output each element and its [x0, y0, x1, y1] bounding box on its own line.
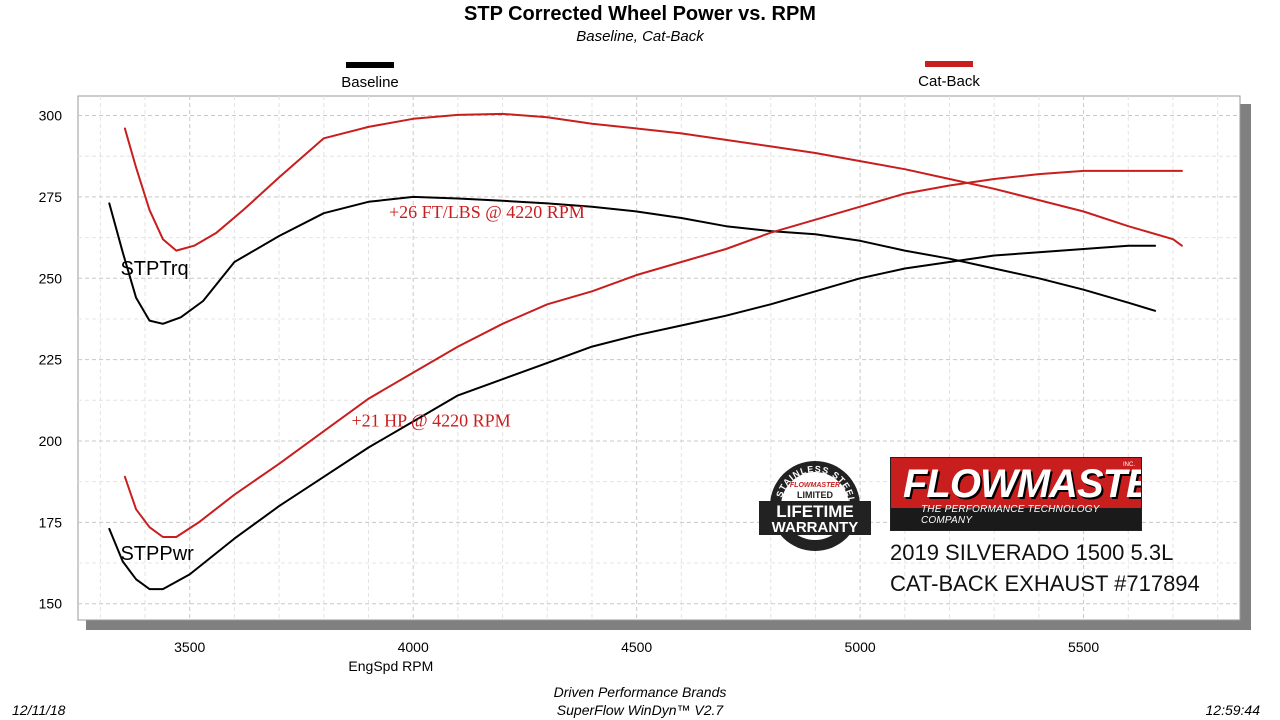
vehicle-line-2: CAT-BACK EXHAUST #717894	[890, 571, 1200, 596]
annotation-hp-gain: +21 HP @ 4220 RPM	[352, 410, 511, 430]
legend-catback: Cat-Back	[889, 61, 1009, 90]
x-tick-label: 3500	[174, 639, 205, 655]
series-line-cat-back-stppwr	[123, 169, 1183, 538]
series-lines	[108, 112, 1183, 591]
series-line-baseline-stppwr	[108, 244, 1157, 591]
legend-baseline-swatch	[346, 62, 394, 68]
logo-inc: INC.	[1123, 462, 1135, 468]
annotation-torque-label: STPTrq	[120, 258, 188, 280]
y-tick-label: 225	[39, 352, 63, 368]
vehicle-line-1: 2019 SILVERADO 1500 5.3L	[890, 540, 1174, 565]
warranty-badge: STAINLESS STEEL FLOWMASTER LIMITED LIFET…	[759, 458, 871, 554]
legend-catback-label: Cat-Back	[918, 73, 980, 90]
y-tick-label: 175	[39, 514, 63, 530]
chart-subtitle: Baseline, Cat-Back	[576, 28, 704, 45]
grid	[78, 96, 1240, 620]
x-tick-label: 4500	[621, 639, 652, 655]
x-tick-label: 4000	[398, 639, 429, 655]
logo-tagline: THE PERFORMANCE TECHNOLOGY COMPANY	[921, 504, 1100, 526]
legend-baseline: Baseline	[310, 62, 430, 91]
badge-brand: FLOWMASTER	[790, 482, 840, 489]
vehicle-info: 2019 SILVERADO 1500 5.3L CAT-BACK EXHAUS…	[890, 537, 1200, 599]
y-tick-label: 300	[39, 108, 63, 124]
y-tick-label: 250	[39, 270, 63, 286]
badge-band	[759, 501, 871, 535]
logo-brand: FLOWMASTER	[903, 462, 1141, 506]
flowmaster-logo: FLOWMASTER INC. THE PERFORMANCE TECHNOLO…	[890, 457, 1142, 531]
x-tick-label: 5000	[845, 639, 876, 655]
series-line-cat-back-stptrq	[123, 112, 1183, 252]
footer-software: SuperFlow WinDyn™ V2.7	[556, 702, 724, 718]
footer-date: 12/11/18	[12, 702, 66, 718]
badge-line3: WARRANTY	[772, 519, 859, 536]
y-tick-label: 275	[39, 189, 63, 205]
y-tick-label: 150	[39, 596, 63, 612]
legend-baseline-label: Baseline	[341, 74, 399, 91]
logo-band	[891, 508, 1141, 530]
x-axis-label: EngSpd RPM	[348, 658, 433, 674]
footer-credits: Driven Performance Brands SuperFlow WinD…	[0, 683, 1280, 719]
axes: 150 175 200 225 250 275 300 3500 4000 4500 5000 550…	[39, 108, 1100, 674]
y-tick-label: 200	[39, 433, 63, 449]
annotation-torque-gain: +26 FT/LBS @ 4220 RPM	[389, 202, 585, 222]
legend-catback-swatch	[925, 61, 973, 67]
x-tick-label: 5500	[1068, 639, 1099, 655]
badge-line2: LIFETIME	[776, 502, 853, 521]
annotation-power-label: STPPwr	[120, 543, 194, 565]
chart-title: STP Corrected Wheel Power vs. RPM	[464, 3, 816, 25]
series-line-baseline-stptrq	[108, 195, 1157, 325]
footer-company: Driven Performance Brands	[553, 684, 727, 700]
chart-labels: +26 FT/LBS @ 4220 RPM +21 HP @ 4220 RPM ST…	[120, 202, 584, 565]
badge-line1: LIMITED	[797, 490, 833, 500]
footer-time: 12:59:44	[1205, 702, 1261, 718]
